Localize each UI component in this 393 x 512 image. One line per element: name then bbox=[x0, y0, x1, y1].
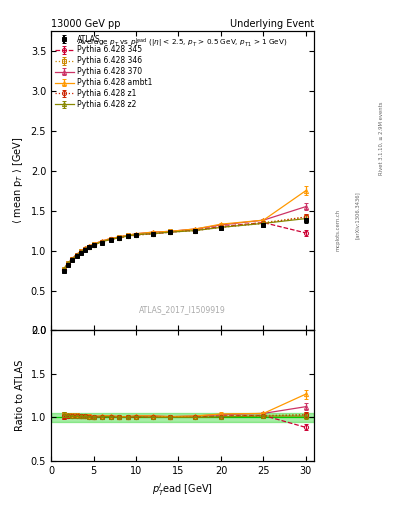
Bar bbox=[51, 413, 314, 422]
Y-axis label: Ratio to ATLAS: Ratio to ATLAS bbox=[15, 360, 25, 431]
Text: Rivet 3.1.10, ≥ 2.9M events: Rivet 3.1.10, ≥ 2.9M events bbox=[379, 101, 384, 175]
X-axis label: $p_T^l$ead [GeV]: $p_T^l$ead [GeV] bbox=[152, 481, 213, 498]
Y-axis label: $\langle$ mean p$_{T}$ $\rangle$ [GeV]: $\langle$ mean p$_{T}$ $\rangle$ [GeV] bbox=[11, 137, 25, 224]
Text: ATLAS_2017_I1509919: ATLAS_2017_I1509919 bbox=[140, 305, 226, 314]
Text: Underlying Event: Underlying Event bbox=[230, 18, 314, 29]
Legend: ATLAS, Pythia 6.428 345, Pythia 6.428 346, Pythia 6.428 370, Pythia 6.428 ambt1,: ATLAS, Pythia 6.428 345, Pythia 6.428 34… bbox=[53, 32, 155, 111]
Text: [arXiv:1306.3436]: [arXiv:1306.3436] bbox=[355, 191, 360, 239]
Text: 13000 GeV pp: 13000 GeV pp bbox=[51, 18, 121, 29]
Text: Average $p_T$ vs $p_T^{\rm lead}$ ($|\eta|$ < 2.5, $p_T$ > 0.5 GeV, $p_{T1}$ > 1: Average $p_T$ vs $p_T^{\rm lead}$ ($|\et… bbox=[77, 37, 288, 50]
Text: mcplots.cern.ch: mcplots.cern.ch bbox=[336, 209, 340, 251]
